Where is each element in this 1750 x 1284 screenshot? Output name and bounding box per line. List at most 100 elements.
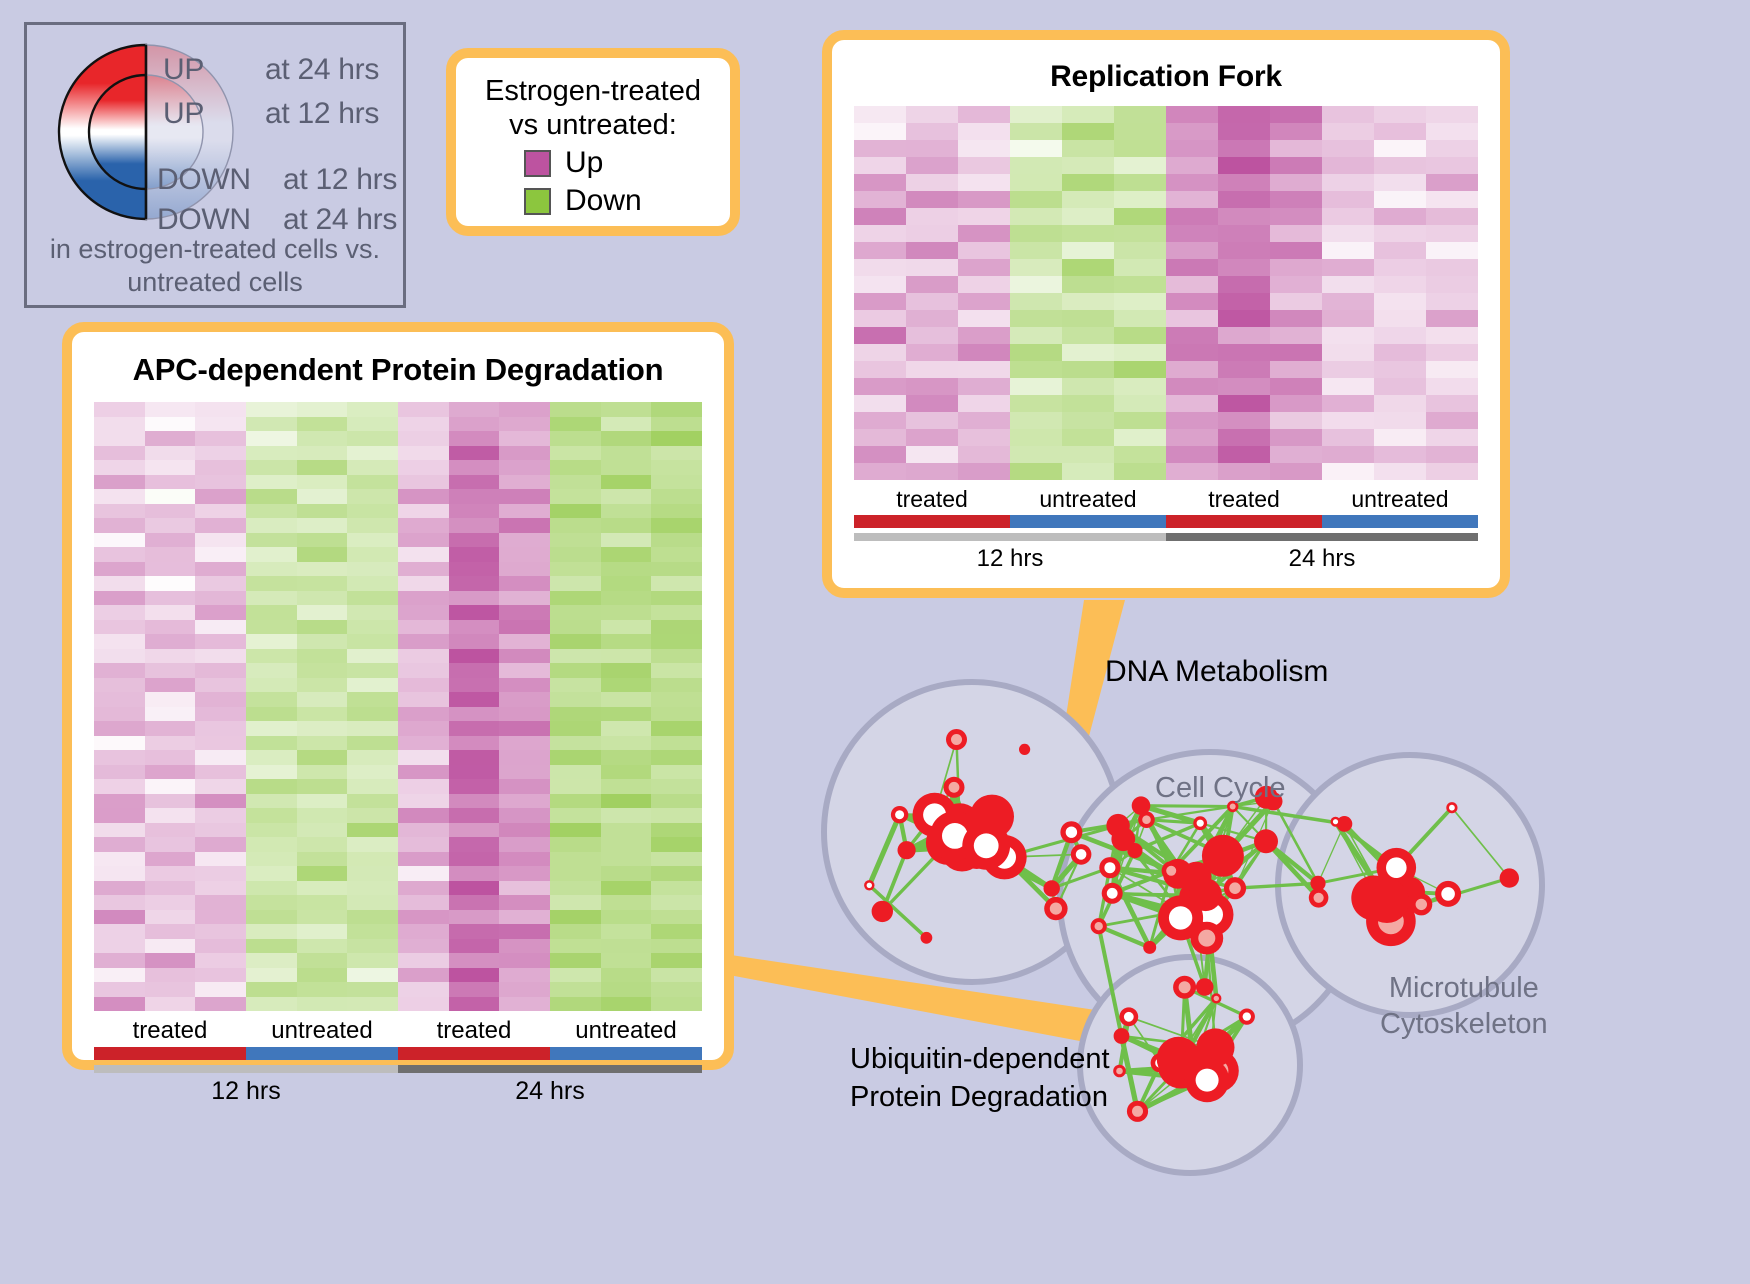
heatmap-cell xyxy=(195,489,246,504)
heatmap-cell xyxy=(246,678,297,693)
heatmap-cell xyxy=(1270,327,1322,344)
heatmap-cell xyxy=(1322,446,1374,463)
heatmap-cell xyxy=(499,837,550,852)
heatmap-cell xyxy=(297,750,348,765)
heatmap-cell xyxy=(145,663,196,678)
heatmap-cell xyxy=(246,562,297,577)
heatmap-cell xyxy=(1374,259,1426,276)
heatmap-cell xyxy=(1166,191,1218,208)
heatmap-cell xyxy=(347,982,398,997)
heatmap-cell xyxy=(94,852,145,867)
heatmap-cell xyxy=(1010,157,1062,174)
heatmap-cell xyxy=(195,431,246,446)
heatmap-cell xyxy=(297,794,348,809)
heatmap-cell xyxy=(601,489,652,504)
heatmap-cell xyxy=(601,794,652,809)
heatmap-cell xyxy=(398,620,449,635)
heatmap-cell xyxy=(601,721,652,736)
heatmap-cell xyxy=(297,779,348,794)
heatmap-cell xyxy=(854,412,906,429)
heatmap-cell xyxy=(906,259,958,276)
heatmap-cell xyxy=(1114,208,1166,225)
heatmap-cell xyxy=(1114,225,1166,242)
heatmap-cell xyxy=(1426,378,1478,395)
heatmap-cell xyxy=(1322,123,1374,140)
heatmap-cell xyxy=(1114,429,1166,446)
heatmap-cell xyxy=(550,939,601,954)
heatmap-cell xyxy=(550,562,601,577)
heatmap-cell xyxy=(347,721,398,736)
heatmap-cell xyxy=(347,518,398,533)
heatmap-cell xyxy=(854,208,906,225)
heatmap-cell xyxy=(1010,174,1062,191)
heatmap-cell xyxy=(449,968,500,983)
network-node-core xyxy=(1243,1012,1251,1020)
network-node-core xyxy=(1124,1012,1134,1022)
heatmap-cell xyxy=(1114,123,1166,140)
heatmap-cell xyxy=(651,489,702,504)
legend-item-down: Down xyxy=(524,184,714,218)
heatmap-cell xyxy=(854,463,906,480)
heatmap-cell xyxy=(651,518,702,533)
heatmap-cell xyxy=(398,446,449,461)
heatmap-cell xyxy=(1114,378,1166,395)
heatmap-cell xyxy=(550,823,601,838)
group-bar xyxy=(854,515,1010,528)
heatmap-cell xyxy=(1114,310,1166,327)
heatmap-cell xyxy=(347,605,398,620)
heatmap-cell xyxy=(1062,106,1114,123)
heatmap-cell xyxy=(651,620,702,635)
heatmap-cell xyxy=(449,837,500,852)
heatmap-cell xyxy=(1218,225,1270,242)
heatmap-cell xyxy=(906,140,958,157)
heatmap-cell xyxy=(195,707,246,722)
heatmap-cell xyxy=(550,982,601,997)
heatmap-cell xyxy=(246,431,297,446)
network-node xyxy=(1143,941,1156,954)
down-label: Down xyxy=(565,184,642,218)
heatmap-cell xyxy=(550,417,601,432)
heatmap-cell xyxy=(246,924,297,939)
heatmap-cell xyxy=(1374,361,1426,378)
heatmap-cell xyxy=(550,881,601,896)
heatmap-cell xyxy=(651,634,702,649)
heatmap-cell xyxy=(195,852,246,867)
heatmap-cell xyxy=(499,895,550,910)
network-node xyxy=(1044,880,1060,896)
heatmap-cell xyxy=(1426,259,1478,276)
heatmap-cell xyxy=(94,547,145,562)
heatmap-cell xyxy=(1062,344,1114,361)
heatmap-cell xyxy=(1166,378,1218,395)
heatmap-cell xyxy=(94,591,145,606)
heatmap-cell xyxy=(499,982,550,997)
heatmap-cell xyxy=(601,562,652,577)
heatmap-cell xyxy=(651,910,702,925)
heatmap-cell xyxy=(854,242,906,259)
heatmap-cell xyxy=(449,562,500,577)
heatmap-cell xyxy=(246,692,297,707)
heatmap-cell xyxy=(601,736,652,751)
heatmap-cell xyxy=(958,140,1010,157)
heatmap-cell xyxy=(601,475,652,490)
network-node-core xyxy=(1142,815,1151,824)
heatmap-cell xyxy=(601,924,652,939)
heatmap-cell xyxy=(1010,344,1062,361)
heatmap-cell xyxy=(398,460,449,475)
down-swatch xyxy=(524,188,551,215)
heatmap-cell xyxy=(1218,361,1270,378)
heatmap-cell xyxy=(550,765,601,780)
heatmap-cell xyxy=(1166,429,1218,446)
heatmap-cell xyxy=(347,866,398,881)
heatmap-cell xyxy=(601,837,652,852)
heatmap-cell xyxy=(1218,157,1270,174)
heatmap-cell xyxy=(1426,157,1478,174)
heatmap-cell xyxy=(195,924,246,939)
heatmap-cell xyxy=(398,634,449,649)
group-label: untreated xyxy=(1010,486,1166,513)
heatmap-cell xyxy=(1426,140,1478,157)
heatmap-cell xyxy=(347,794,398,809)
heatmap-cell xyxy=(1062,276,1114,293)
heatmap-cell xyxy=(1374,446,1426,463)
heatmap-cell xyxy=(398,518,449,533)
heatmap-cell xyxy=(195,736,246,751)
